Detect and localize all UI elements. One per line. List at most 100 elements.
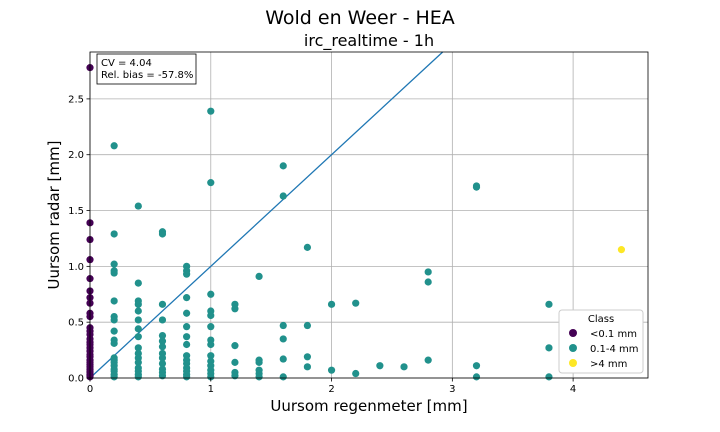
point-s1-50 xyxy=(183,270,191,278)
point-s1-41 xyxy=(158,343,167,351)
point-s1-95 xyxy=(303,243,312,251)
chart-title: irc_realtime - 1h xyxy=(304,31,434,51)
point-s1-23 xyxy=(134,307,142,315)
point-s1-2 xyxy=(110,260,118,268)
point-s1-90 xyxy=(279,192,287,200)
point-s1-105 xyxy=(424,268,432,276)
point-s1-101 xyxy=(352,299,360,307)
point-s1-79 xyxy=(231,342,239,350)
annotation-box xyxy=(96,53,197,85)
point-s1-107 xyxy=(424,356,432,364)
point-s1-111 xyxy=(472,373,481,381)
point-s1-76 xyxy=(207,373,215,381)
point-s1-93 xyxy=(279,355,287,363)
data-points xyxy=(86,64,626,381)
legend-label-0-1-4: 0.1-4 mm xyxy=(590,344,639,355)
legend-label-lt-0-1: <0.1 mm xyxy=(590,329,637,340)
point-s1-8 xyxy=(110,327,118,335)
legend-title: Class xyxy=(588,314,614,325)
point-s1-24 xyxy=(134,316,142,324)
point-s1-104 xyxy=(400,363,408,371)
point-s1-65 xyxy=(207,290,215,298)
chart-suptitle: Wold en Weer - HEA xyxy=(265,7,455,29)
x-tick-label-1: 1 xyxy=(208,384,214,395)
point-s1-89 xyxy=(279,162,287,170)
x-tick-label-3: 3 xyxy=(449,384,455,395)
point-s1-39 xyxy=(158,331,167,340)
point-s2-0 xyxy=(617,246,626,254)
legend-box xyxy=(558,309,644,374)
point-s1-67 xyxy=(207,311,215,320)
point-s1-0 xyxy=(110,142,118,150)
point-s1-27 xyxy=(134,344,142,352)
point-s1-92 xyxy=(279,335,287,343)
legend-label-gt-4: >4 mm xyxy=(590,359,627,370)
point-s1-25 xyxy=(134,325,142,333)
point-s1-94 xyxy=(279,373,287,381)
point-s1-99 xyxy=(327,300,336,308)
point-s1-88 xyxy=(255,373,263,381)
y-tick-label-2: 1.0 xyxy=(68,262,84,273)
point-s1-53 xyxy=(183,323,191,331)
point-s1-106 xyxy=(424,278,432,286)
point-s1-19 xyxy=(134,202,142,210)
point-s1-80 xyxy=(231,358,239,366)
y-axis-label: Uursom radar [mm] xyxy=(45,141,63,290)
reference-line-group xyxy=(89,51,444,379)
point-s1-62 xyxy=(183,373,191,381)
point-s1-78 xyxy=(231,305,239,313)
point-s1-63 xyxy=(207,107,215,115)
point-s1-55 xyxy=(183,340,191,349)
y-tick-label-3: 1.5 xyxy=(68,206,84,217)
x-tick-label-0: 0 xyxy=(87,384,93,395)
annotation-bias: Rel. bias = -57.8% xyxy=(101,70,193,81)
legend-marker-gt-4 xyxy=(569,359,577,367)
point-s1-109 xyxy=(472,183,481,191)
point-s1-71 xyxy=(207,352,215,360)
point-s1-43 xyxy=(158,354,167,362)
point-s1-68 xyxy=(207,323,215,331)
point-s1-40 xyxy=(158,337,167,345)
point-s1-100 xyxy=(327,366,336,374)
x-tick-label-4: 4 xyxy=(570,384,576,395)
point-s1-102 xyxy=(352,369,360,378)
y-tick-label-4: 2.0 xyxy=(68,150,84,161)
point-s1-98 xyxy=(303,363,312,371)
point-s1-83 xyxy=(255,272,263,281)
point-s1-91 xyxy=(279,321,287,330)
legend: Class <0.1 mm 0.1-4 mm >4 mm xyxy=(558,309,644,374)
annotation-cv: CV = 4.04 xyxy=(101,58,152,69)
y-tick-label-5: 2.5 xyxy=(68,94,84,105)
point-s1-82 xyxy=(231,372,239,380)
point-s1-37 xyxy=(158,300,167,308)
reference-line xyxy=(89,51,444,379)
point-s1-30 xyxy=(134,358,142,366)
axis-ticks: 0 1 2 3 4 0.0 0.5 1.0 1.5 2.0 2.5 xyxy=(68,94,576,395)
point-s1-38 xyxy=(158,316,167,324)
point-s1-26 xyxy=(134,333,142,341)
x-axis-label: Uursom regenmeter [mm] xyxy=(270,397,467,415)
point-s1-103 xyxy=(376,362,384,370)
point-s1-1 xyxy=(110,230,118,238)
stats-annotation: CV = 4.04 Rel. bias = -57.8% xyxy=(96,53,197,85)
point-s1-113 xyxy=(545,344,553,352)
point-s1-54 xyxy=(183,333,191,341)
point-s1-18 xyxy=(110,373,118,381)
point-s1-34 xyxy=(134,373,142,381)
point-s1-64 xyxy=(207,179,215,187)
point-s1-112 xyxy=(545,300,553,308)
point-s1-44 xyxy=(158,359,167,368)
point-s1-22 xyxy=(134,300,142,308)
plot-area-frame xyxy=(89,51,649,379)
point-s1-51 xyxy=(183,294,191,302)
y-tick-label-1: 0.5 xyxy=(68,318,84,329)
point-s1-52 xyxy=(183,309,191,317)
point-s1-36 xyxy=(158,230,167,238)
point-s1-96 xyxy=(303,321,312,330)
x-tick-label-2: 2 xyxy=(328,384,334,395)
legend-marker-lt-0-1 xyxy=(569,329,577,337)
point-s1-47 xyxy=(158,372,167,380)
point-s1-20 xyxy=(134,279,142,287)
legend-marker-0-1-4 xyxy=(569,344,577,352)
